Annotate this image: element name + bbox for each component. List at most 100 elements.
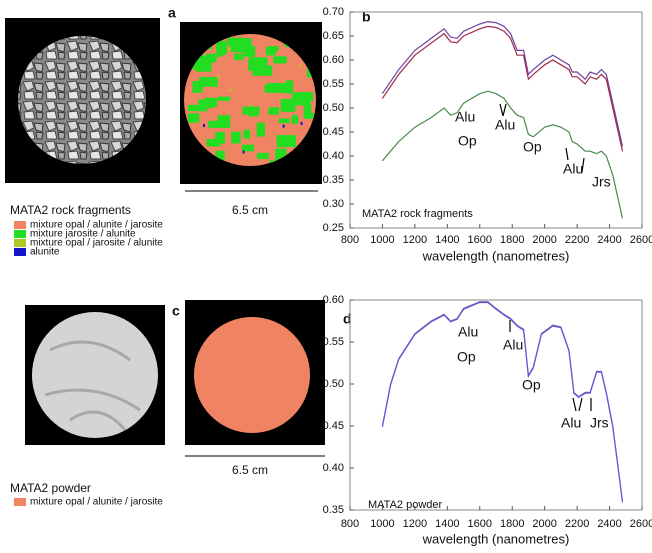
x-tick-label: 2400 xyxy=(597,518,621,530)
x-tick-label: 1000 xyxy=(370,234,394,246)
annotation: Alu xyxy=(503,337,523,353)
rock-photo xyxy=(18,36,146,164)
map-patch xyxy=(206,54,216,63)
y-tick-label: 0.25 xyxy=(323,222,344,234)
legend-title: MATA2 rock fragments xyxy=(10,203,131,217)
annotation: Op xyxy=(522,377,541,393)
x-tick-label: 800 xyxy=(341,234,359,246)
y-tick-label: 0.55 xyxy=(323,78,344,90)
spectrum-line xyxy=(382,91,622,218)
y-tick-label: 0.45 xyxy=(323,420,344,432)
map-patch xyxy=(231,45,239,52)
legend-swatch xyxy=(14,230,26,238)
x-tick-label: 2600 xyxy=(630,234,652,246)
annotation: Alu xyxy=(561,415,581,431)
map-patch xyxy=(299,64,301,67)
plot-frame xyxy=(350,300,642,510)
x-axis-label: wavelength (nanometres) xyxy=(422,531,570,546)
annotation: Jrs xyxy=(592,174,611,190)
x-tick-label: 800 xyxy=(341,518,359,530)
map-patch xyxy=(218,115,230,128)
x-tick-label: 2000 xyxy=(532,234,556,246)
map-patch xyxy=(206,139,220,146)
map-patch xyxy=(279,118,290,123)
map-patch xyxy=(216,50,223,57)
map-patch xyxy=(217,97,230,101)
annotation: Op xyxy=(457,349,476,365)
map-patch xyxy=(217,75,219,78)
map-patch xyxy=(257,123,265,137)
map-patch xyxy=(267,83,286,93)
x-tick-label: 2000 xyxy=(532,518,556,530)
legend-swatch xyxy=(14,498,26,506)
map-patch xyxy=(242,145,254,152)
map-patch xyxy=(269,107,280,115)
map-patch xyxy=(257,153,269,159)
legend-swatch xyxy=(14,239,26,247)
y-tick-label: 0.30 xyxy=(323,198,344,210)
y-tick-label: 0.40 xyxy=(323,150,344,162)
map-patch xyxy=(253,66,273,76)
legend-swatch xyxy=(14,248,26,256)
map-patch xyxy=(292,115,299,124)
y-tick-label: 0.65 xyxy=(323,30,344,42)
y-tick-label: 0.60 xyxy=(323,294,344,306)
y-tick-label: 0.35 xyxy=(323,504,344,516)
annotation: Op xyxy=(458,133,477,149)
x-tick-label: 1000 xyxy=(370,518,394,530)
map-patch xyxy=(277,135,297,147)
annotation: Alu xyxy=(495,117,515,133)
map-patch xyxy=(198,100,207,112)
panel-label: a xyxy=(168,5,176,21)
y-tick-label: 0.40 xyxy=(323,462,344,474)
map-patch xyxy=(301,122,303,125)
map-patch xyxy=(231,132,241,144)
legend-label: alunite xyxy=(30,247,60,258)
x-tick-label: 1400 xyxy=(435,518,459,530)
annotation: Alu xyxy=(455,109,475,125)
x-tick-label: 2400 xyxy=(597,234,621,246)
powder-photo xyxy=(32,312,158,438)
map-patch xyxy=(283,125,285,128)
map-patch xyxy=(243,150,245,153)
spectrum-line xyxy=(382,303,622,503)
map-patch xyxy=(286,80,293,93)
map-patch xyxy=(188,105,199,111)
map-patch xyxy=(267,46,278,51)
x-tick-label: 2600 xyxy=(630,518,652,530)
map-patch xyxy=(229,48,231,51)
x-tick-label: 1200 xyxy=(403,234,427,246)
legend-title: MATA2 powder xyxy=(10,481,91,495)
panel-label: b xyxy=(362,9,371,25)
x-tick-label: 1800 xyxy=(500,234,524,246)
annotation: Jrs xyxy=(590,415,609,431)
y-tick-label: 0.55 xyxy=(323,336,344,348)
y-tick-label: 0.45 xyxy=(323,126,344,138)
y-tick-label: 0.35 xyxy=(323,174,344,186)
panel-label: c xyxy=(172,303,180,319)
map-patch xyxy=(243,130,249,139)
map-patch xyxy=(201,77,218,87)
map-patch xyxy=(188,113,199,122)
x-axis-label: wavelength (nanometres) xyxy=(422,248,570,263)
y-tick-label: 0.70 xyxy=(323,6,344,18)
scale-label: 6.5 cm xyxy=(232,463,268,477)
map-patch xyxy=(273,56,286,63)
y-tick-label: 0.50 xyxy=(323,102,344,114)
map-patch xyxy=(292,95,310,106)
x-tick-label: 2200 xyxy=(565,234,589,246)
map-patch xyxy=(234,54,244,60)
x-tick-label: 1600 xyxy=(468,234,492,246)
map-patch xyxy=(203,124,205,127)
x-tick-label: 1600 xyxy=(468,518,492,530)
map-patch xyxy=(229,89,231,92)
y-tick-label: 0.60 xyxy=(323,54,344,66)
annotation: Alu xyxy=(458,324,478,340)
legend-label: mixture opal / alunite / jarosite xyxy=(30,497,163,508)
inner-label: MATA2 powder xyxy=(368,499,443,511)
annotation: Alu xyxy=(563,161,583,177)
mineral-map xyxy=(194,317,310,433)
inner-label: MATA2 rock fragments xyxy=(362,208,473,220)
annotation: Op xyxy=(523,139,542,155)
x-tick-label: 1800 xyxy=(500,518,524,530)
